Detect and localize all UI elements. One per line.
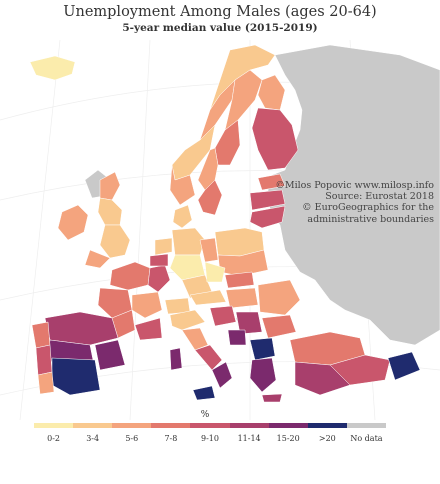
region-balkans xyxy=(209,305,263,346)
legend-label-7: >20 xyxy=(318,434,336,443)
region-norway xyxy=(169,44,276,206)
legend-swatch-2 xyxy=(112,423,152,428)
legend-label-0: 0-2 xyxy=(47,434,60,443)
map-subtitle: 5-year median value (2015-2019) xyxy=(122,22,318,34)
region-ireland xyxy=(57,204,89,241)
legend-swatch-3 xyxy=(151,423,191,428)
credit-source: Source: Eurostat 2018 xyxy=(325,191,434,203)
legend-label-8: No data xyxy=(350,434,383,443)
legend-unit: % xyxy=(200,410,210,420)
region-turkey xyxy=(289,331,421,396)
region-iceland xyxy=(29,55,76,81)
region-finland xyxy=(251,74,299,171)
region-greece xyxy=(249,337,283,403)
region-poland xyxy=(214,227,269,277)
legend-labels: 0-2 3-4 5-6 7-8 9-10 11-14 15-20 >20 No … xyxy=(34,434,386,443)
region-france xyxy=(97,261,171,341)
credit-boundaries: © EuroGeographics for the xyxy=(302,202,434,214)
legend-swatch-4 xyxy=(190,423,230,428)
credit-author: ©Milos Popovic www.milosp.info xyxy=(275,180,434,191)
legend-swatch-7 xyxy=(307,423,347,428)
region-denmark xyxy=(172,204,193,229)
region-baltics xyxy=(249,173,286,229)
legend-swatch-8 xyxy=(346,423,386,428)
region-benelux xyxy=(149,237,173,267)
region-united-kingdom xyxy=(84,171,131,269)
legend-color-bar xyxy=(34,423,386,428)
region-romania-bulgaria xyxy=(257,279,301,339)
region-central-europe xyxy=(189,261,259,309)
map-title: Unemployment Among Males (ages 20-64) xyxy=(63,4,377,20)
region-portugal xyxy=(31,321,55,395)
legend-swatch-0 xyxy=(34,423,74,428)
legend-swatch-5 xyxy=(229,423,269,428)
region-sweden xyxy=(197,69,263,216)
legend-label-5: 11-14 xyxy=(237,434,261,443)
legend-label-1: 3-4 xyxy=(86,434,100,443)
region-spain xyxy=(44,311,126,396)
region-germany xyxy=(169,227,219,299)
legend-label-4: 9-10 xyxy=(201,434,219,443)
legend-label-6: 15-20 xyxy=(276,434,300,443)
legend-label-3: 7-8 xyxy=(164,434,178,443)
region-italy xyxy=(169,309,233,401)
credits: ©Milos Popovic www.milosp.info Source: E… xyxy=(234,180,434,225)
legend-swatch-6 xyxy=(268,423,308,428)
credit-boundaries-2: administrative boundaries xyxy=(307,213,434,225)
legend-label-2: 5-6 xyxy=(125,434,139,443)
legend-swatch-1 xyxy=(73,423,113,428)
